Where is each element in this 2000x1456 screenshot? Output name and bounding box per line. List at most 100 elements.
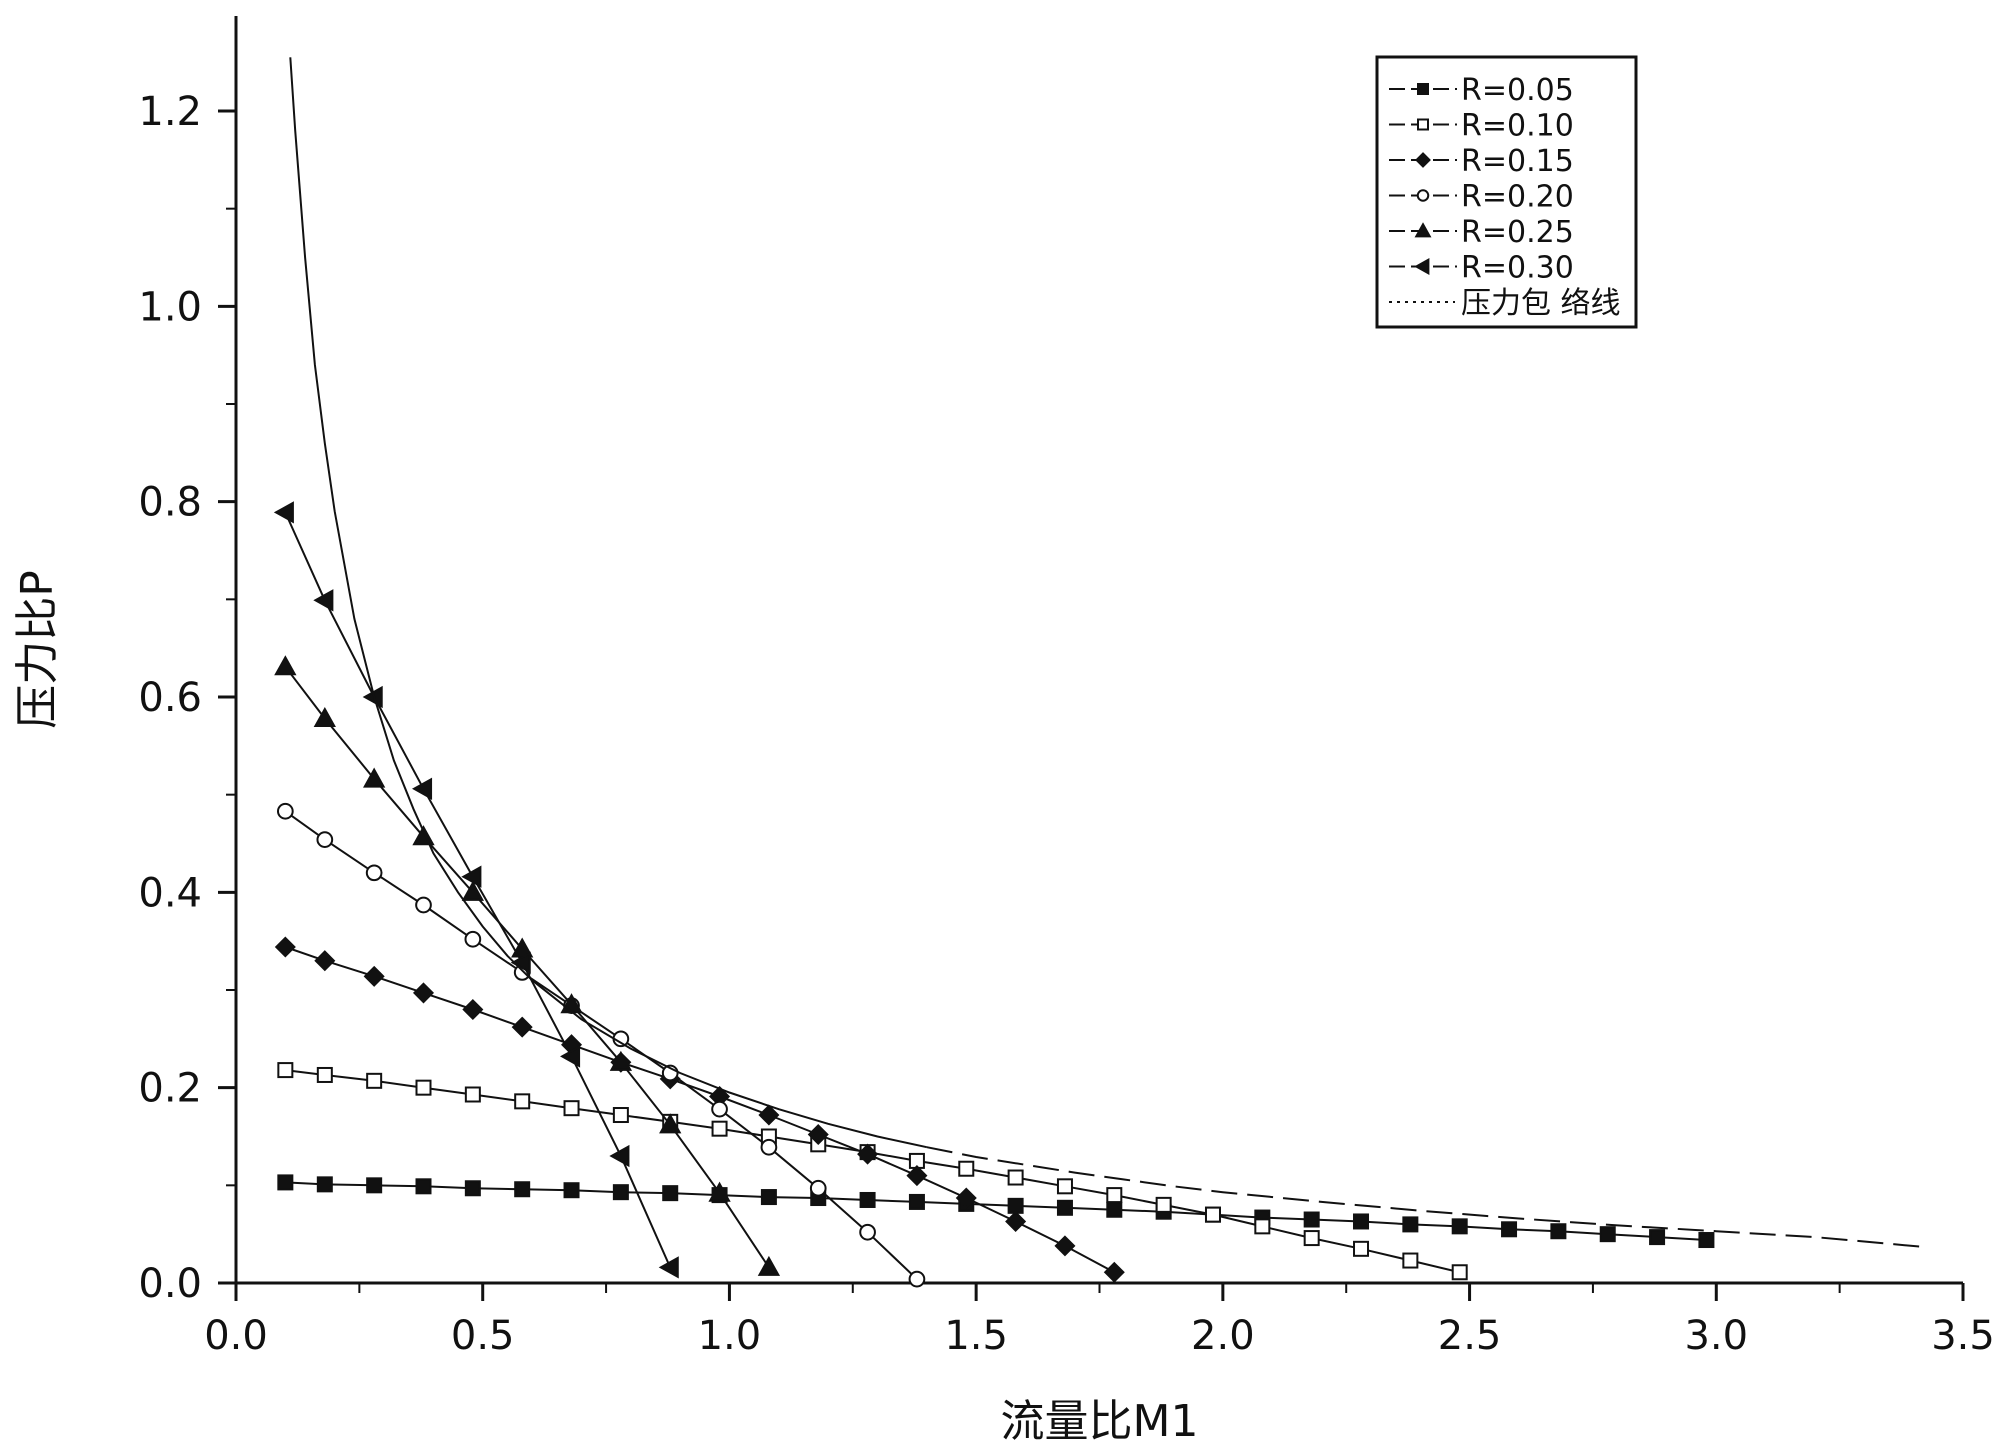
legend-label: R=0.20: [1461, 180, 1574, 215]
data-point: [464, 1086, 481, 1103]
data-point: [708, 1181, 731, 1202]
data-point: [1353, 1213, 1370, 1230]
data-point: [1103, 1261, 1125, 1283]
y-axis-title: 压力比P: [12, 570, 63, 729]
data-point: [274, 655, 297, 676]
legend-label: R=0.30: [1461, 251, 1574, 286]
data-point: [365, 864, 383, 882]
data-point: [277, 1062, 294, 1079]
legend-label: R=0.25: [1461, 215, 1574, 250]
x-tick-label: 0.5: [451, 1313, 515, 1359]
series-2: [277, 1062, 1468, 1281]
data-point: [511, 1016, 533, 1038]
data-point: [659, 1113, 682, 1134]
axes-group: 0.0 0.5 1.0 1.5 2.0 2.5 3.0 3.5 0.0 0.2 0.4 0.6 0.8 1…: [138, 16, 1995, 1359]
data-point: [1155, 1196, 1172, 1213]
series-group: [273, 57, 1924, 1288]
legend-swatch-marker: [1414, 258, 1430, 275]
series-7: [289, 57, 1924, 1248]
data-point: [510, 951, 531, 974]
x-tick-label: 2.0: [1191, 1313, 1255, 1359]
data-point: [560, 1045, 581, 1068]
data-point: [955, 1187, 977, 1209]
data-point: [1303, 1211, 1320, 1228]
data-point: [276, 802, 294, 820]
data-point: [1303, 1230, 1320, 1247]
data-point: [1649, 1229, 1666, 1246]
data-point: [958, 1160, 975, 1177]
series-5: [274, 655, 781, 1276]
x-tick-label: 3.5: [1931, 1313, 1995, 1359]
data-point: [1106, 1187, 1123, 1204]
data-point: [462, 999, 484, 1021]
data-point: [859, 1223, 876, 1241]
data-point: [464, 930, 482, 948]
y-tick-label: 0.8: [138, 480, 202, 526]
legend-item-6: R=0.30: [1389, 251, 1574, 286]
data-point: [809, 1179, 827, 1197]
data-point: [1501, 1221, 1518, 1238]
y-tick-label: 0.0: [138, 1261, 202, 1307]
legend-swatch-marker: [1415, 152, 1431, 168]
data-point: [316, 831, 334, 848]
data-point: [857, 1143, 879, 1165]
y-tick-label: 0.2: [138, 1066, 202, 1112]
x-tick-label: 3.0: [1684, 1313, 1748, 1359]
data-point: [1698, 1232, 1715, 1249]
legend-swatch-marker: [1416, 189, 1430, 202]
series-line: [285, 1181, 1707, 1241]
legend-item-5: R=0.25: [1389, 215, 1574, 250]
data-point: [1599, 1226, 1616, 1243]
series-1: [277, 1174, 1715, 1249]
data-point: [859, 1191, 876, 1208]
legend-label: 压力包 络线: [1461, 286, 1621, 321]
y-tick-label: 0.4: [138, 870, 202, 916]
data-point: [514, 1093, 531, 1110]
envelope-line-dashed: [926, 1146, 1924, 1248]
data-point: [609, 1050, 633, 1071]
data-point: [807, 1124, 829, 1146]
data-point: [760, 1189, 777, 1206]
x-tick-label: 0.0: [204, 1313, 268, 1359]
legend-label: R=0.10: [1461, 109, 1574, 144]
data-point: [1451, 1218, 1468, 1235]
data-point: [612, 1184, 629, 1201]
y-tick-label: 1.0: [138, 284, 202, 330]
legend-item-7: 压力包 络线: [1389, 286, 1621, 321]
data-point: [461, 880, 484, 901]
data-point: [1054, 1235, 1076, 1257]
series-line: [285, 1069, 1460, 1274]
legend-item-2: R=0.10: [1389, 109, 1574, 144]
data-point: [1451, 1264, 1468, 1281]
data-point: [908, 1270, 926, 1288]
data-point: [757, 1255, 781, 1276]
data-point: [273, 501, 294, 524]
data-point: [563, 1100, 580, 1117]
data-point: [363, 767, 386, 788]
legend-swatch-marker: [1417, 118, 1429, 131]
data-point: [1056, 1178, 1073, 1195]
data-point: [1106, 1201, 1123, 1218]
legend-label: R=0.05: [1461, 73, 1574, 108]
data-point: [314, 950, 336, 972]
legend-item-4: R=0.20: [1389, 180, 1574, 215]
y-tick-label: 0.6: [138, 675, 202, 721]
data-point: [1056, 1199, 1073, 1216]
series-line: [284, 946, 1115, 1274]
data-point: [1007, 1197, 1024, 1214]
data-point: [908, 1193, 925, 1210]
series-line: [284, 810, 918, 1280]
data-point: [609, 1144, 630, 1168]
x-axis-title: 流量比M1: [1001, 1396, 1199, 1447]
data-point: [711, 1120, 728, 1137]
data-point: [658, 1256, 679, 1279]
data-point: [662, 1185, 679, 1202]
data-point: [758, 1104, 780, 1126]
legend-label: R=0.15: [1461, 144, 1574, 179]
legend: R=0.05R=0.10R=0.15R=0.20R=0.25R=0.30压力包 …: [1375, 55, 1638, 329]
series-4: [276, 802, 926, 1288]
data-point: [906, 1165, 928, 1187]
x-tick-label: 2.5: [1438, 1313, 1502, 1359]
